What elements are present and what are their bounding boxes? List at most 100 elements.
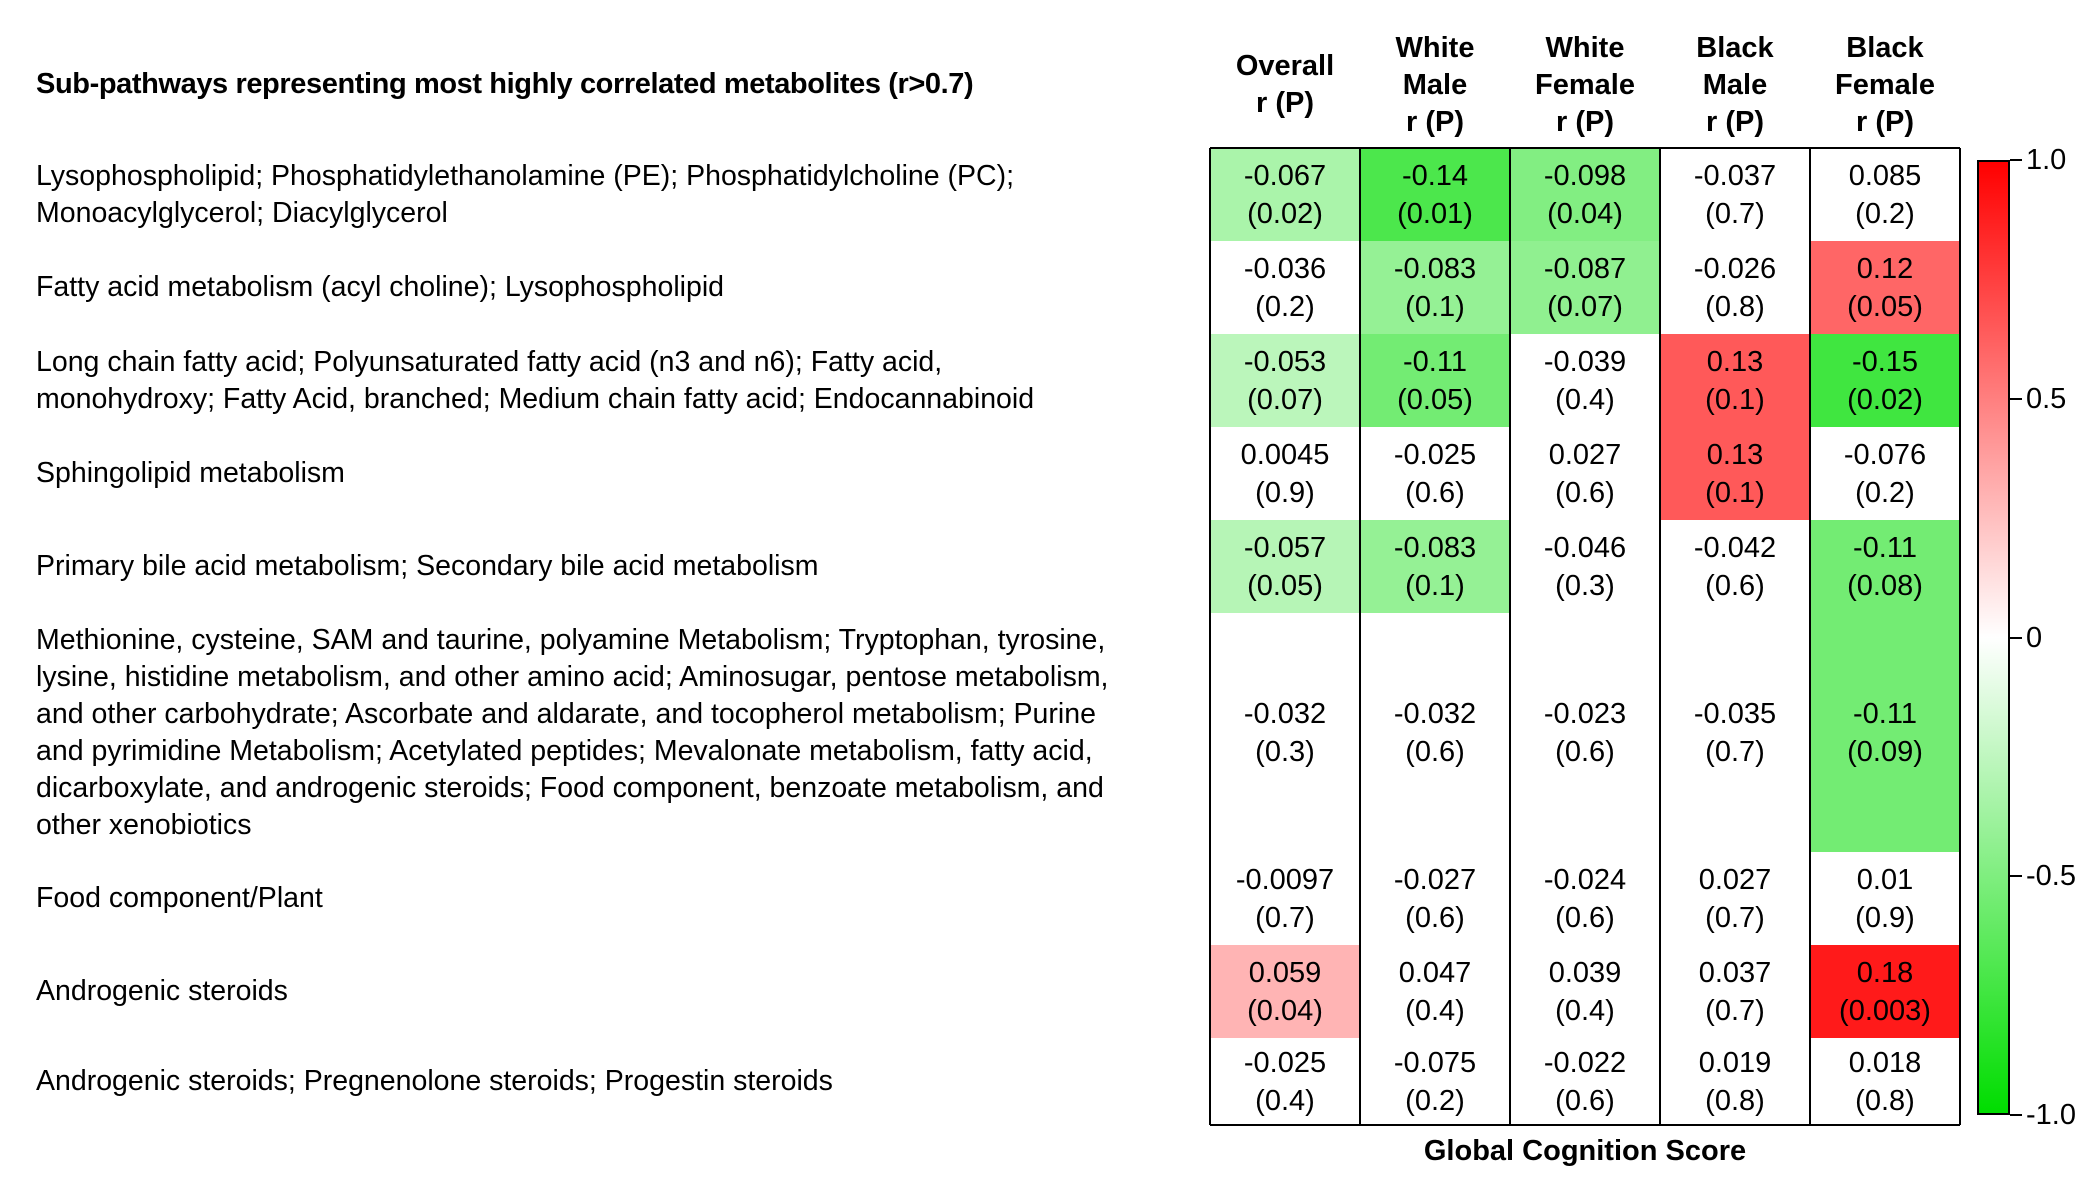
heatmap-cell: -0.11 (0.05) [1360, 334, 1510, 427]
cell-r-value: -0.15 [1851, 345, 1919, 378]
cell-r-value: 0.027 [1698, 863, 1772, 896]
heatmap-cell: -0.037 (0.7) [1660, 148, 1810, 241]
x-axis-label: Global Cognition Score [1423, 1135, 1747, 1167]
cell-r-value: 0.037 [1698, 956, 1772, 989]
heatmap-cell: -0.032 (0.6) [1360, 613, 1510, 852]
heatmap-cell: 0.027 (0.6) [1510, 427, 1660, 520]
heatmap-cell: -0.15 (0.02) [1810, 334, 1960, 427]
heatmap-cell: 0.18 (0.003) [1810, 945, 1960, 1038]
row-label-line: Monoacylglycerol; Diacylglycerol [36, 196, 448, 229]
column-header: Black Male r (P) [1696, 32, 1774, 138]
heatmap-cell: 0.027 (0.7) [1660, 852, 1810, 945]
cell-r-value: 0.039 [1548, 956, 1622, 989]
cell-r-value: 0.047 [1398, 956, 1472, 989]
cell-r-value: -0.037 [1693, 159, 1777, 192]
cell-r-value: -0.022 [1543, 1046, 1627, 1079]
cell-r-value: -0.042 [1693, 531, 1777, 564]
cell-p-value: (0.7) [1705, 197, 1765, 230]
cell-r-value: 0.18 [1856, 956, 1914, 989]
cell-p-value: (0.3) [1555, 569, 1615, 602]
cell-r-value: -0.032 [1243, 697, 1327, 730]
column-header: White Female r (P) [1535, 32, 1635, 138]
heatmap-cell: -0.024 (0.6) [1510, 852, 1660, 945]
cell-r-value: -0.023 [1543, 697, 1627, 730]
cell-r-value: -0.039 [1543, 345, 1627, 378]
cell-r-value: -0.035 [1693, 697, 1777, 730]
cell-r-value: 0.01 [1856, 863, 1914, 896]
row-label-line: monohydroxy; Fatty Acid, branched; Mediu… [36, 382, 1035, 415]
cell-r-value: -0.0097 [1235, 863, 1335, 896]
heatmap-cell: 0.037 (0.7) [1660, 945, 1810, 1038]
cell-r-value: 0.085 [1848, 159, 1922, 192]
row-label-line: Methionine, cysteine, SAM and taurine, p… [36, 623, 1106, 656]
colorbar-tick [2010, 636, 2022, 639]
cell-r-value: -0.067 [1243, 159, 1327, 192]
cell-p-value: (0.6) [1555, 1084, 1615, 1117]
row-label: Long chain fatty acid; Polyunsaturated f… [36, 334, 1206, 427]
cell-r-value: -0.083 [1393, 531, 1477, 564]
heatmap-cell: -0.075 (0.2) [1360, 1038, 1510, 1125]
cell-r-value: -0.036 [1243, 252, 1327, 285]
colorbar-tick [2010, 1114, 2022, 1116]
cell-p-value: (0.08) [1847, 569, 1923, 602]
heatmap-cell: -0.025 (0.6) [1360, 427, 1510, 520]
heatmap-cell: -0.057 (0.05) [1210, 520, 1360, 613]
heatmap-cell: 0.01 (0.9) [1810, 852, 1960, 945]
grid-horizontal-line [1210, 147, 1960, 149]
heatmap-cell: -0.0097 (0.7) [1210, 852, 1360, 945]
cell-p-value: (0.4) [1555, 383, 1615, 416]
cell-p-value: (0.7) [1705, 901, 1765, 934]
cell-r-value: -0.025 [1243, 1046, 1327, 1079]
heatmap-cell: 0.0045 (0.9) [1210, 427, 1360, 520]
cell-p-value: (0.7) [1705, 994, 1765, 1027]
heatmap-cell: -0.039 (0.4) [1510, 334, 1660, 427]
grid-vertical-line [1809, 148, 1811, 1125]
cell-r-value: 0.13 [1706, 438, 1764, 471]
colorbar-tick [2010, 875, 2022, 878]
heatmap-cell: 0.13 (0.1) [1660, 334, 1810, 427]
cell-r-value: 0.019 [1698, 1046, 1772, 1079]
cell-r-value: -0.075 [1393, 1046, 1477, 1079]
cell-p-value: (0.8) [1705, 1084, 1765, 1117]
cell-r-value: 0.059 [1248, 956, 1322, 989]
colorbar-tick [2010, 397, 2022, 400]
row-label-line: Lysophospholipid; Phosphatidylethanolami… [36, 159, 1015, 192]
heatmap-cell: -0.11 (0.09) [1810, 613, 1960, 852]
cell-p-value: (0.4) [1555, 994, 1615, 1027]
cell-p-value: (0.04) [1547, 197, 1623, 230]
cell-r-value: -0.083 [1393, 252, 1477, 285]
heatmap-cell: -0.14 (0.01) [1360, 148, 1510, 241]
heatmap-cell: 0.019 (0.8) [1660, 1038, 1810, 1125]
cell-r-value: -0.098 [1543, 159, 1627, 192]
cell-p-value: (0.1) [1405, 290, 1465, 323]
row-label: Fatty acid metabolism (acyl choline); Ly… [36, 241, 1206, 334]
cell-p-value: (0.6) [1555, 735, 1615, 768]
heatmap-cell: 0.085 (0.2) [1810, 148, 1960, 241]
grid-vertical-line [1959, 148, 1961, 1125]
cell-p-value: (0.04) [1247, 994, 1323, 1027]
heatmap-cell: -0.022 (0.6) [1510, 1038, 1660, 1125]
cell-p-value: (0.7) [1705, 735, 1765, 768]
row-label-line: Long chain fatty acid; Polyunsaturated f… [36, 345, 943, 378]
colorbar-tick-label: -0.5 [2026, 860, 2076, 893]
row-label: Food component/Plant [36, 852, 1206, 945]
row-header-title: Sub-pathways representing most highly co… [36, 68, 974, 100]
cell-p-value: (0.8) [1855, 1084, 1915, 1117]
cell-p-value: (0.2) [1405, 1084, 1465, 1117]
heatmap-cell: -0.11 (0.08) [1810, 520, 1960, 613]
cell-p-value: (0.9) [1255, 476, 1315, 509]
heatmap-cell: 0.047 (0.4) [1360, 945, 1510, 1038]
row-label: Lysophospholipid; Phosphatidylethanolami… [36, 148, 1206, 241]
heatmap-cell: -0.036 (0.2) [1210, 241, 1360, 334]
cell-p-value: (0.2) [1855, 197, 1915, 230]
colorbar-tick-label: 0 [2026, 621, 2043, 654]
cell-p-value: (0.09) [1847, 735, 1923, 768]
column-header: White Male r (P) [1395, 32, 1475, 138]
heatmap-cell: -0.042 (0.6) [1660, 520, 1810, 613]
cell-r-value: -0.026 [1693, 252, 1777, 285]
cell-p-value: (0.3) [1255, 735, 1315, 768]
row-label-line: Food component/Plant [36, 882, 323, 914]
heatmap-cell: -0.026 (0.8) [1660, 241, 1810, 334]
cell-p-value: (0.05) [1847, 290, 1923, 323]
cell-p-value: (0.6) [1705, 569, 1765, 602]
